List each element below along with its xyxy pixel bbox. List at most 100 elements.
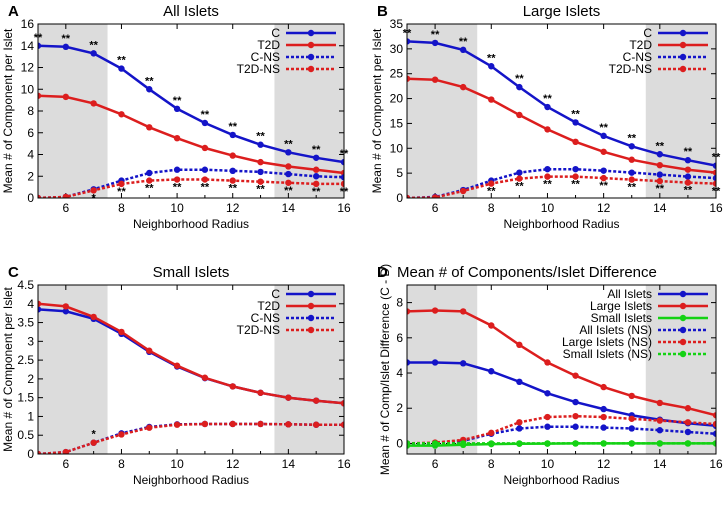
data-point-t2d [544,126,551,133]
data-point-t2d-ns [285,421,292,428]
data-point-t2d [572,138,579,146]
y-tick-label: 0 [27,191,34,205]
y-tick-label: 12 [21,61,35,75]
data-point-t2d [516,111,523,119]
panel-letter: A [8,3,19,20]
data-point-t2d [62,93,70,101]
data-point-t2d-ns [600,174,607,182]
significance-marker: ** [228,183,237,195]
data-point-small-islets-ns [628,440,635,447]
chart-title: Mean # of Components/Islet Difference [397,264,657,281]
data-point-c [712,162,716,169]
legend-label-t2d: T2D [629,38,652,52]
significance-marker: ** [201,109,210,121]
data-point-c [62,43,70,51]
data-point-c [229,131,236,139]
data-point-all-islets-ns [684,428,692,436]
series-line-t2d-ns [407,175,716,198]
y-tick-label: 10 [21,82,35,96]
significance-marker: ** [201,182,210,194]
significance-marker: ** [312,144,321,156]
legend-marker-large-islets [679,302,687,310]
significance-marker: ** [684,185,693,197]
data-point-t2d [340,400,344,407]
legend-label-t2d-ns: T2D-NS [237,62,280,76]
data-point-c-ns [285,170,292,178]
data-point-all-islets [572,398,579,406]
data-point-t2d-ns [90,187,97,194]
data-point-large-islets-ns [544,413,551,421]
data-point-large-islets-ns [488,429,495,437]
data-point-large-islets [459,308,467,315]
data-point-c [407,38,411,45]
data-point-all-islets-ns [712,430,716,437]
x-tick-label: 10 [541,201,555,215]
x-tick-label: 6 [432,201,439,215]
data-point-t2d-ns [146,177,153,184]
data-point-t2d-ns [459,187,467,195]
y-tick-label: 6 [27,126,34,140]
x-tick-label: 10 [170,201,184,215]
significance-marker: ** [627,182,636,194]
y-tick-label: 16 [21,17,35,31]
data-point-t2d [257,158,264,166]
data-point-t2d-ns [684,179,692,186]
chart-title: Small Islets [153,264,230,281]
significance-marker: ** [117,55,126,67]
y-tick-label: 1.5 [17,391,34,405]
data-point-t2d [173,362,181,369]
significance-marker: ** [459,36,468,48]
significance-marker: ** [173,182,182,194]
legend-marker-t2d [307,41,315,49]
y-tick-label: 0 [396,191,403,205]
panel-a: 6 8 10 12 14 16 0 2 4 6 8 10 12 14 16 ** ** ** ** ** ** ** ** *… [1,3,351,231]
significance-marker: * [91,429,96,441]
data-point-large-islets [656,399,664,407]
chart-title: Large Islets [523,3,601,20]
legend-marker-small-islets [679,314,687,322]
data-point-t2d-ns [229,177,236,184]
legend-label-c: C [271,26,280,40]
data-point-t2d [684,166,692,173]
x-tick-label: 14 [653,201,667,215]
data-point-t2d-ns [516,175,523,182]
significance-marker: ** [284,138,293,150]
data-point-small-islets-ns [544,440,551,447]
data-point-all-islets [488,368,495,375]
y-tick-label: 2 [27,372,34,386]
x-axis-label: Neighborhood Radius [133,473,249,487]
data-point-t2d [407,75,411,82]
series-line-t2d [38,94,344,175]
data-point-large-islets [628,392,635,400]
x-tick-label: 12 [226,457,240,471]
y-tick-label: 2 [396,401,403,415]
data-point-small-islets-ns [656,440,664,447]
data-point-t2d [285,163,292,170]
data-point-small-islets-ns [459,440,467,447]
data-point-c [656,151,664,158]
x-axis-label: Neighborhood Radius [503,217,619,231]
data-point-t2d [146,124,153,131]
legend-label-t2d-ns: T2D-NS [237,323,280,337]
data-point-t2d-ns [257,178,264,185]
x-tick-label: 16 [337,201,351,215]
y-tick-label: 8 [396,296,403,310]
significance-marker: ** [487,186,496,198]
data-point-t2d [201,144,209,152]
data-point-c-ns [628,169,635,176]
data-point-c [684,157,692,164]
data-point-all-islets [431,359,439,366]
legend-label-c-ns: C-NS [251,311,280,325]
data-point-large-islets-ns [656,417,664,424]
data-point-c-ns [146,169,153,177]
data-point-small-islets-ns [516,440,523,447]
data-point-c-ns [600,167,607,174]
data-point-small-islets-ns [712,440,716,447]
data-point-t2d [146,347,153,354]
data-point-all-islets [544,390,551,397]
x-tick-label: 8 [488,457,495,471]
data-point-c [285,149,292,156]
